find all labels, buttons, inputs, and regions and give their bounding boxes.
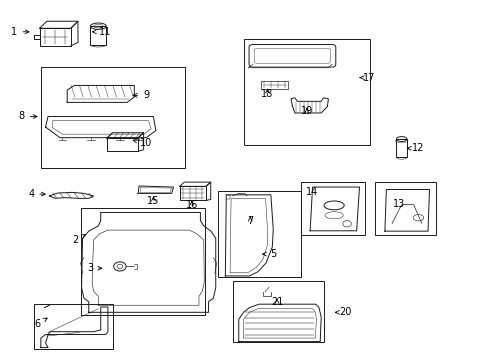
Bar (301, 182, 365, 235)
Text: 15: 15 (147, 196, 159, 206)
Text: 14: 14 (305, 187, 317, 197)
Bar (34, 304, 112, 348)
Text: 4: 4 (28, 189, 45, 199)
Text: 10: 10 (133, 138, 152, 148)
Text: 6: 6 (34, 318, 47, 329)
Bar (41, 67, 184, 168)
Bar (81, 208, 205, 315)
Bar (106, 138, 138, 152)
Text: 8: 8 (19, 112, 37, 121)
Text: 17: 17 (359, 73, 374, 83)
Text: 3: 3 (87, 263, 102, 273)
Text: 16: 16 (185, 200, 198, 210)
Bar (90, 26, 106, 45)
Text: 7: 7 (246, 216, 253, 226)
Text: 11: 11 (92, 27, 111, 37)
Text: 13: 13 (392, 199, 404, 209)
Bar (218, 190, 301, 277)
Text: 12: 12 (407, 143, 423, 153)
Text: 1: 1 (11, 27, 29, 37)
Bar (232, 280, 323, 342)
Bar (179, 186, 205, 201)
Text: 5: 5 (262, 249, 276, 259)
Text: 2: 2 (73, 235, 85, 245)
Text: 21: 21 (270, 297, 283, 307)
Text: 19: 19 (300, 106, 312, 116)
Text: 20: 20 (335, 307, 350, 317)
Bar (40, 28, 71, 46)
Bar (374, 182, 435, 235)
Bar (261, 81, 287, 89)
Text: 18: 18 (261, 89, 273, 99)
Bar (396, 139, 406, 157)
Text: 9: 9 (133, 90, 149, 100)
Bar (244, 39, 369, 145)
